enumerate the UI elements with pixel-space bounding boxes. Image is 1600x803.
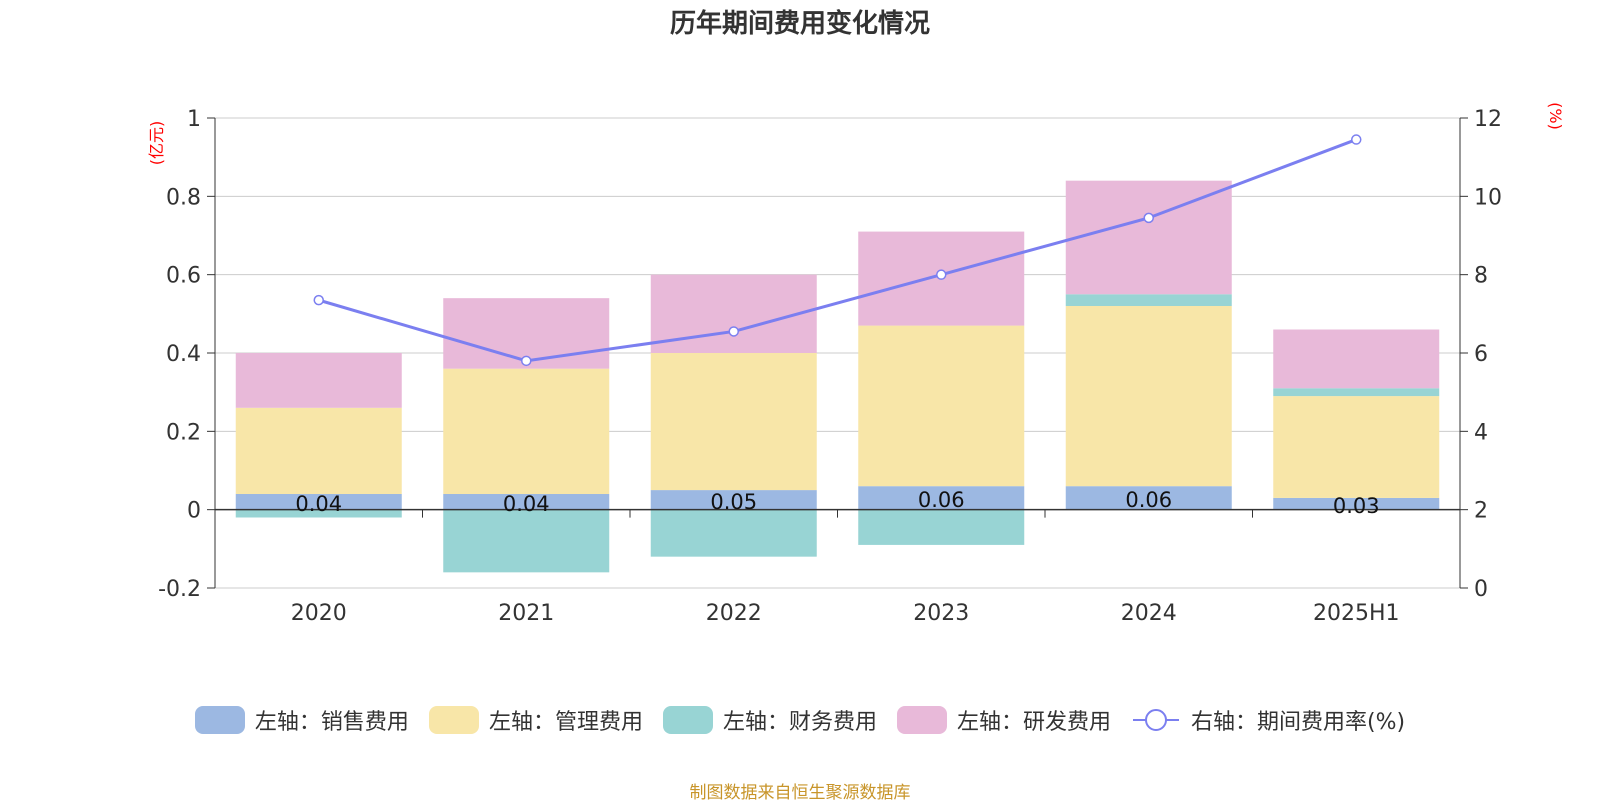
left-tick-label: 0.8 [166,185,201,210]
x-tick-label: 2025H1 [1313,601,1400,626]
right-tick-label: 4 [1474,420,1488,445]
right-tick-label: 8 [1474,264,1488,289]
bar-4-2024 [1065,180,1232,295]
rate-point [313,294,324,306]
rate-line-path [318,138,1357,363]
x-tick-label: 2024 [1121,601,1177,626]
bar-4-2022 [650,274,817,353]
bar-2-2022 [650,353,817,491]
left-tick-label: 0.6 [166,264,201,289]
bar-1-2025H1 [1273,497,1440,510]
rate-line [313,134,1362,367]
left-tick-label: -0.2 [158,577,201,602]
rate-point [936,269,947,280]
bar-3-2025H1 [1273,388,1440,397]
right-tick-label: 0 [1474,577,1488,602]
bar-3-2021 [443,509,610,573]
legend-label-rnd: 左轴：研发费用 [956,710,1111,735]
legend: 左轴：销售费用 左轴：管理费用 左轴：财务费用 左轴：研发费用 右轴：期间费用率… [0,700,1600,740]
legend-swatch-admin [428,706,479,734]
legend-label-admin: 左轴：管理费用 [488,710,643,735]
bar-1-2024 [1065,486,1232,510]
legend-line-marker-icon [1132,709,1179,731]
bar-1-2021 [443,494,610,510]
data-label-sales: 0.05 [710,490,757,514]
legend-swatch-sales [194,706,245,734]
bar-2-2021 [443,368,610,494]
legend-item-rnd[interactable]: 左轴：研发费用 [896,704,1111,736]
right-tick-label: 12 [1474,107,1502,132]
bar-1-2023 [858,486,1025,510]
legend-label-rate: 右轴：期间费用率(%) [1190,710,1406,735]
bar-2-2025H1 [1273,396,1440,498]
x-tick-label: 2020 [291,601,347,626]
data-label-sales: 0.06 [918,488,965,512]
right-tick-label: 6 [1474,342,1488,367]
right-axis-unit: (%) [1546,102,1565,130]
left-tick-label: 0 [187,499,201,524]
left-tick-label: 0.4 [166,342,201,367]
left-axis-unit: (亿元) [147,121,166,166]
bar-4-2020 [235,353,402,408]
x-tick-label: 2021 [498,601,554,626]
grid [215,117,1460,589]
bar-3-2020 [235,509,402,518]
bar-1-2022 [650,490,817,510]
legend-label-finance: 左轴：财务费用 [722,710,877,735]
x-tick-label: 2023 [913,601,969,626]
bar-4-2025H1 [1273,329,1440,389]
bar-3-2023 [858,509,1025,545]
x-tick-label: 2022 [706,601,762,626]
right-tick-label: 2 [1474,499,1488,524]
data-label-sales: 0.06 [1125,488,1172,512]
rate-point [1143,212,1154,224]
legend-label-sales: 左轴：销售费用 [254,710,409,735]
legend-swatch-rnd [896,706,947,734]
bar-2-2023 [858,325,1025,487]
rate-point [1351,134,1362,145]
rate-point [728,326,739,337]
legend-item-rate[interactable]: 右轴：期间费用率(%) [1131,704,1405,736]
bar-2-2024 [1065,306,1232,487]
data-label-sales: 0.04 [503,492,550,516]
chart-title: 历年期间费用变化情况 [670,8,930,39]
bar-3-2022 [650,509,817,557]
bar-2-2020 [235,407,402,494]
rate-point [521,355,532,367]
legend-item-finance[interactable]: 左轴：财务费用 [662,704,877,736]
right-tick-label: 10 [1474,185,1502,210]
bars [235,180,1440,573]
left-tick-label: 1 [187,107,201,132]
legend-swatch-finance [662,706,713,734]
bar-1-2020 [235,494,402,510]
data-label-sales: 0.04 [295,492,342,516]
bar-3-2024 [1065,294,1232,306]
data-labels: 0.04 0.04 0.05 0.06 0.06 0.03 [295,488,1379,518]
legend-item-sales[interactable]: 左轴：销售费用 [194,704,409,736]
left-tick-label: 0.2 [166,420,201,445]
legend-item-admin[interactable]: 左轴：管理费用 [428,704,643,736]
source-note: 制图数据来自恒生聚源数据库 [689,783,911,803]
data-label-sales: 0.03 [1333,494,1380,518]
